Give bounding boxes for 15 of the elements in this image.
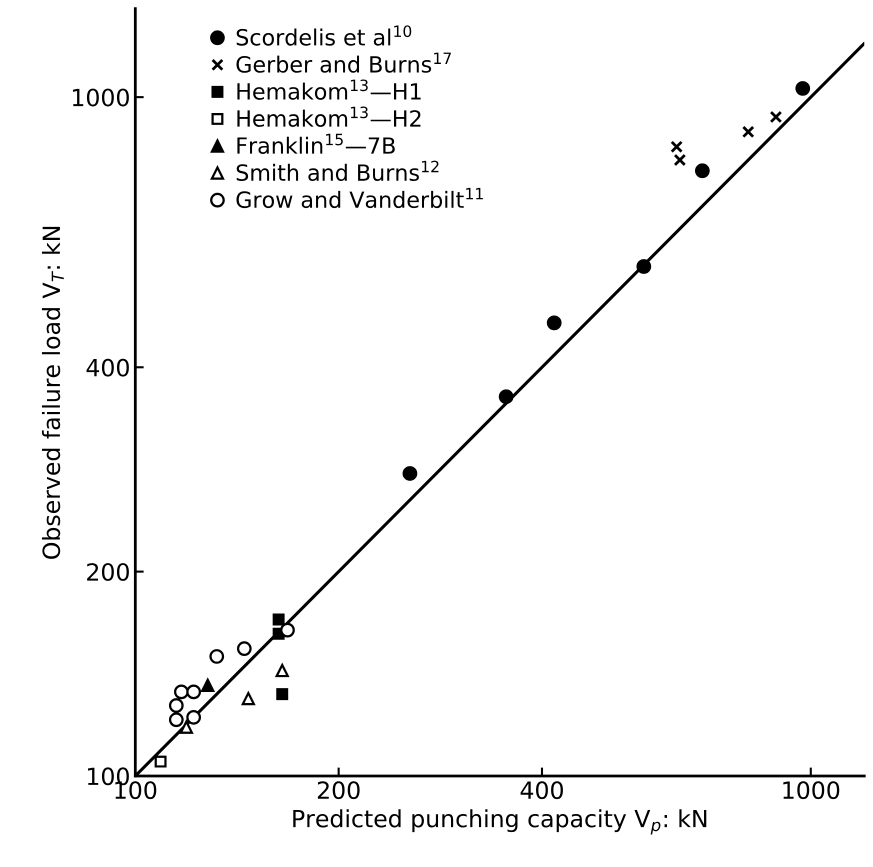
legend-label: Franklin$^{15}$—7B (237, 134, 395, 154)
y-tick-label: 200 (87, 563, 129, 581)
x-axis-title: Predicted punching capacity V$_{p}$: kN (293, 809, 706, 834)
legend-label: Gerber and Burns$^{17}$ (236, 52, 451, 73)
x-tick-label: 400 (520, 781, 563, 800)
legend-label: Scordelis et al$^{10}$ (236, 25, 412, 46)
x-tick-label: 200 (318, 781, 360, 800)
y-axis-title: Observed failure load V$_{T}$: kN (42, 226, 64, 559)
y-tick-label: 400 (86, 358, 129, 377)
legend-label: Hemakom$^{13}$—H1 (237, 79, 421, 100)
y-tick-label: 1000 (72, 88, 129, 106)
legend-label: Smith and Burns$^{12}$ (236, 160, 438, 182)
x-tick-label: 1000 (783, 781, 840, 800)
legend-label: Grow and Vanderbilt$^{11}$ (236, 188, 483, 208)
legend-label: Hemakom$^{13}$—H2 (237, 106, 420, 127)
